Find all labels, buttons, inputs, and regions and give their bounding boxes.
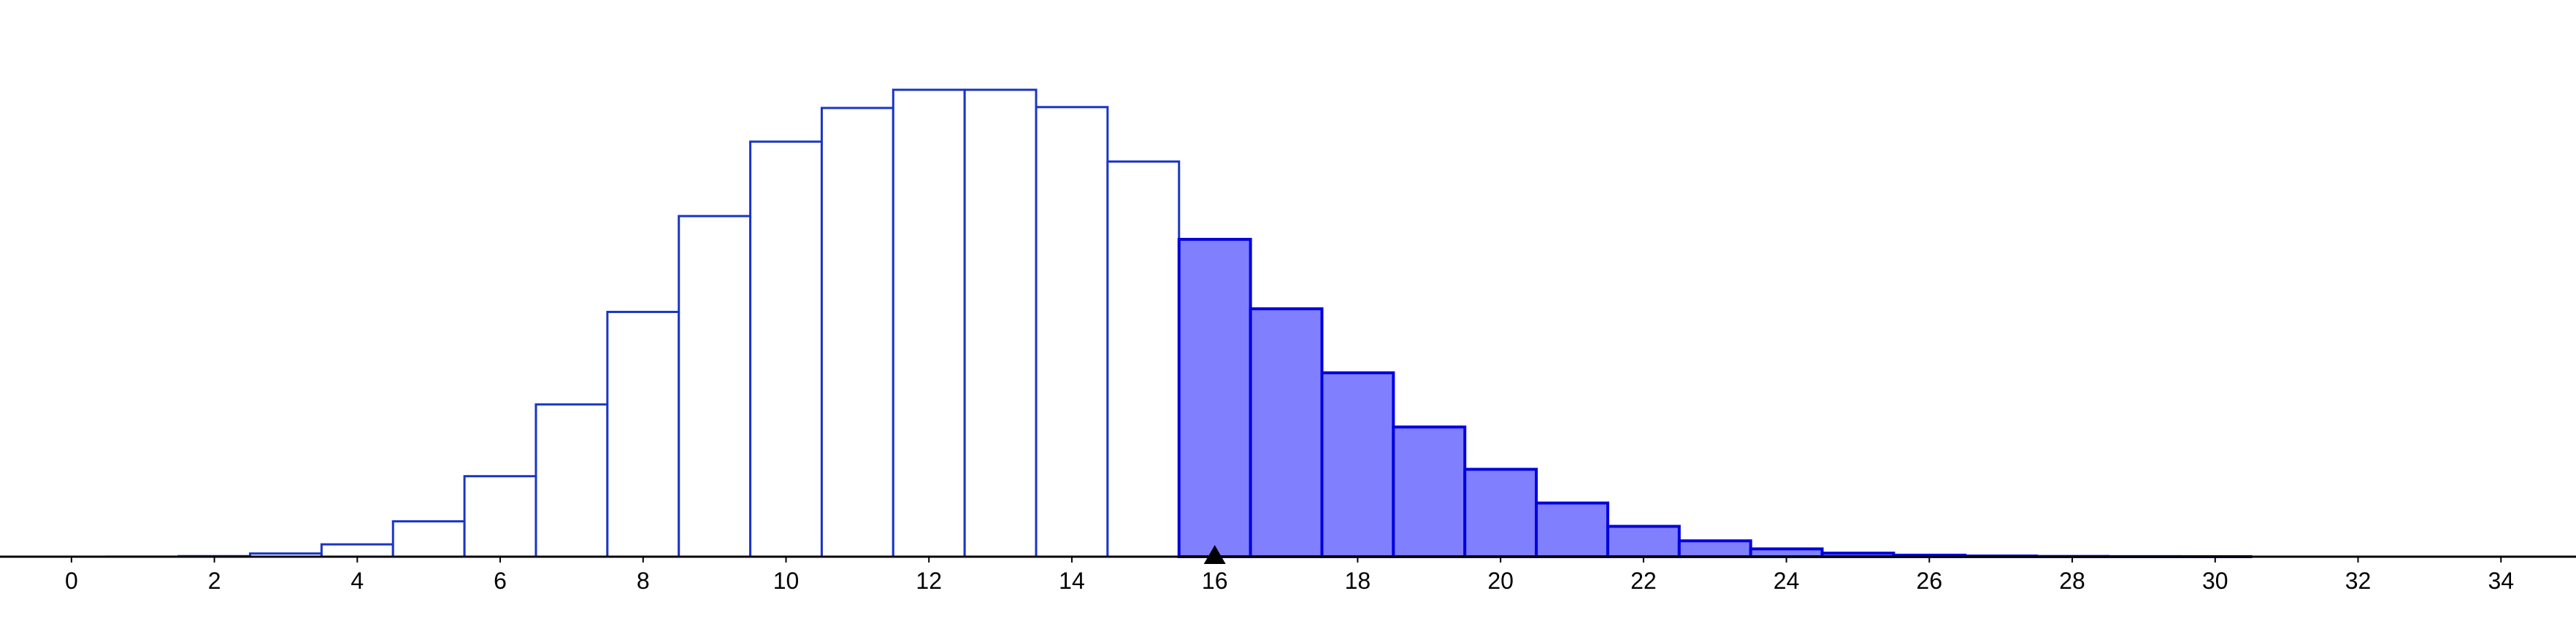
x-tick-label: 0 [65,568,78,594]
bar-11 [820,107,894,558]
bar-14 [1035,106,1109,558]
bar-15 [1106,160,1181,558]
x-tick-label: 18 [1345,568,1371,594]
x-tick-label: 8 [637,568,650,594]
x-tick-label: 2 [208,568,221,594]
x-tick-label: 16 [1202,568,1228,594]
bar-10 [749,140,823,558]
x-tick-label: 20 [1487,568,1514,594]
bar-9 [678,215,752,558]
bar-18 [1320,371,1395,559]
x-ticks-group: 0 2 4 6 8 10 12 14 16 18 20 22 24 26 28 30 32 34 [65,557,2514,594]
x-tick-label: 34 [2488,568,2514,594]
bar-23 [1677,539,1752,558]
x-tick-label: 26 [1917,568,1943,594]
bar-20 [1463,468,1538,559]
value-marker-triangle [1203,545,1226,564]
bar-24 [1749,547,1824,559]
x-tick-label: 28 [2059,568,2085,594]
bar-7 [534,403,609,558]
x-tick-label: 12 [916,568,942,594]
x-tick-label: 30 [2202,568,2228,594]
bar-22 [1606,525,1681,559]
x-tick-label: 22 [1630,568,1657,594]
x-tick-label: 24 [1774,568,1800,594]
bar-6 [463,475,537,558]
bar-19 [1392,425,1467,558]
bar-16 [1177,238,1252,558]
x-tick-label: 10 [773,568,800,594]
bar-13 [963,88,1038,558]
x-tick-label: 6 [494,568,507,594]
x-tick-label: 14 [1059,568,1085,594]
bar-21 [1535,501,1609,559]
x-tick-label: 32 [2345,568,2372,594]
x-tick-label: 4 [350,568,364,594]
bar-12 [892,88,966,558]
bar-17 [1249,307,1324,558]
bars-group [106,88,2253,559]
bar-8 [606,311,681,558]
bar-4 [320,543,394,558]
bar-5 [391,520,466,558]
